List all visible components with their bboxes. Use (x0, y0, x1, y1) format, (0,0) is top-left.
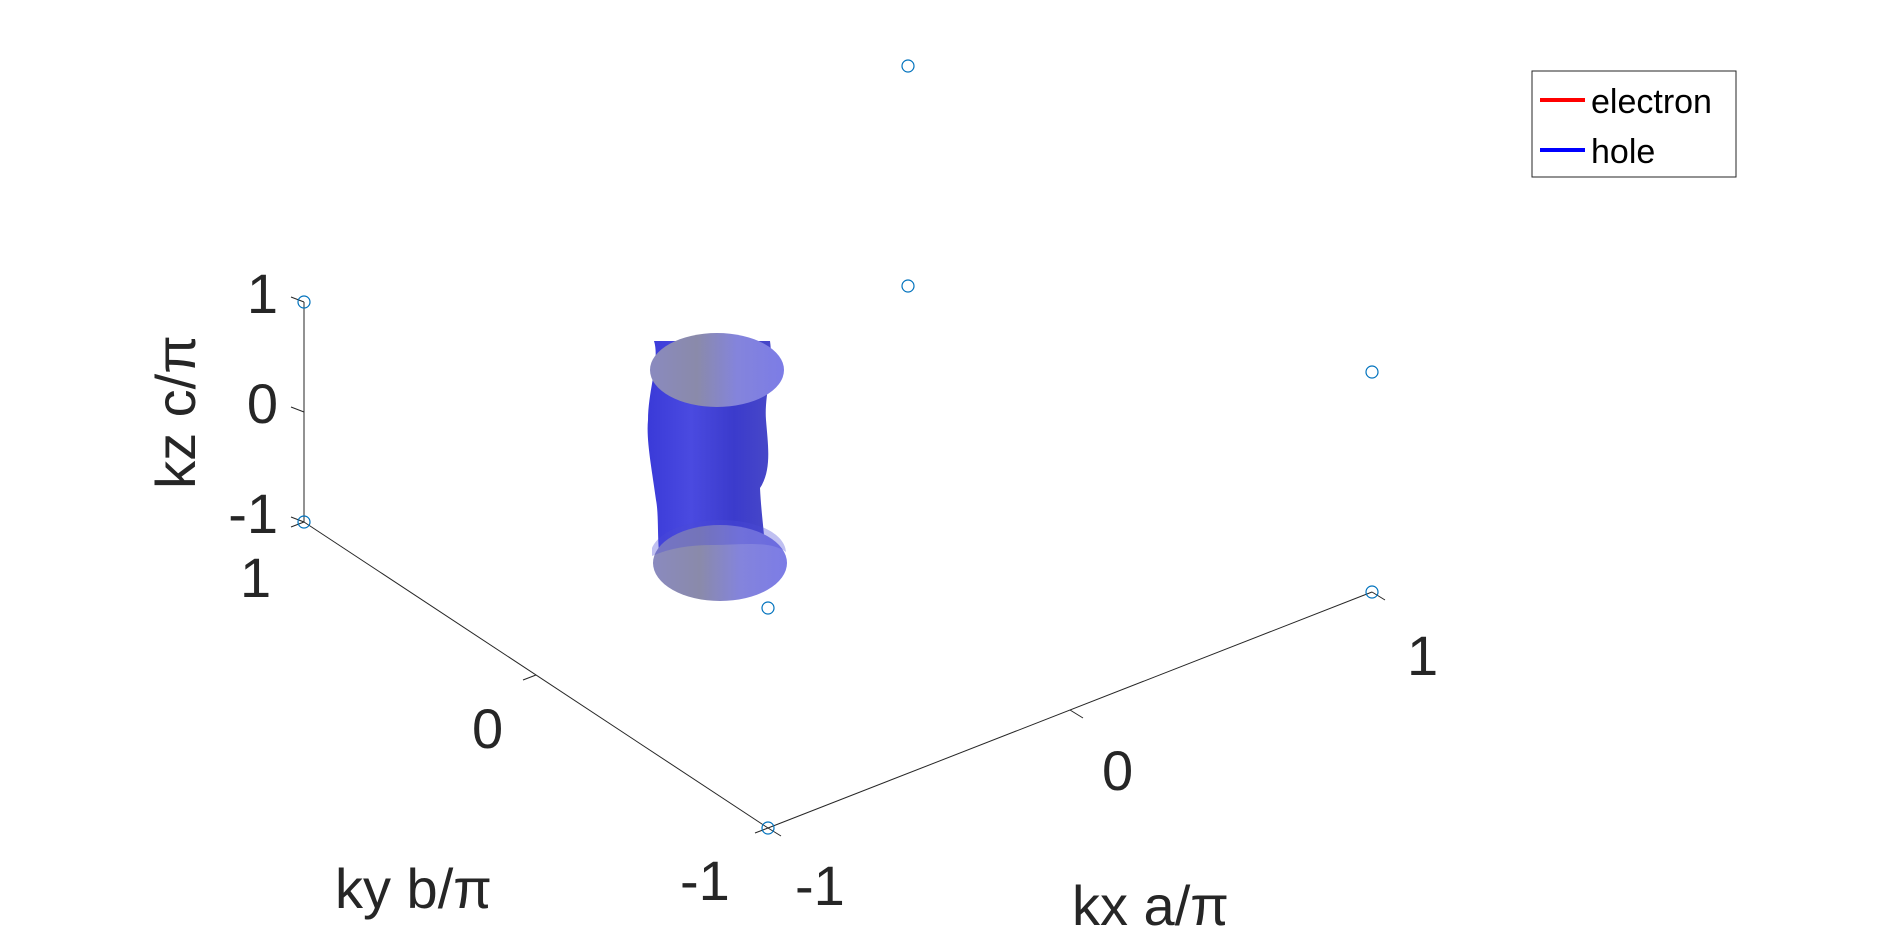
x-tick-label: -1 (795, 854, 845, 917)
y-tick-label: -1 (680, 849, 730, 912)
z-tick-labels: -1 0 1 (228, 262, 278, 545)
hole-surface-bottom-notch (652, 520, 786, 556)
corner-marker (761, 601, 775, 615)
y-tick-mark (522, 674, 537, 681)
z-tick-label: 0 (247, 372, 278, 435)
y-tick-mark (754, 827, 769, 834)
x-tick-label: 0 (1102, 739, 1133, 802)
corner-marker (297, 515, 311, 529)
corner-markers (297, 59, 1379, 835)
hole-surface-bottom-cap (653, 525, 787, 601)
z-axis-label: kz c/π (144, 335, 207, 489)
y-tick-labels: -1 0 1 (240, 546, 730, 912)
x-tick-mark (1069, 709, 1084, 719)
z-tick-label: 1 (247, 262, 278, 325)
axis-lines (303, 302, 1373, 829)
corner-marker (1365, 365, 1379, 379)
corner-marker (761, 821, 775, 835)
corner-marker (1365, 585, 1379, 599)
x-tick-label: 1 (1407, 624, 1438, 687)
x-tick-labels: -1 0 1 (795, 624, 1438, 917)
y-tick-label: 1 (240, 546, 271, 609)
legend-label-hole: hole (1591, 133, 1655, 171)
z-tick-label: -1 (228, 482, 278, 545)
y-tick-mark (290, 521, 305, 528)
x-axis-label: kx a/π (1072, 874, 1229, 932)
x-tick-mark (767, 827, 782, 837)
z-tick-mark (290, 296, 305, 303)
hole-surface (647, 333, 787, 601)
z-tick-mark (290, 406, 305, 413)
corner-marker (901, 59, 915, 73)
y-tick-label: 0 (472, 697, 503, 760)
legend: electron hole (1531, 70, 1737, 178)
tick-marks (290, 296, 1386, 837)
hole-surface-top-cap (650, 333, 784, 407)
x-tick-mark (1371, 591, 1386, 601)
legend-box (1531, 70, 1737, 178)
y-axis-label: ky b/π (335, 857, 492, 920)
corner-marker (901, 279, 915, 293)
corner-marker (297, 295, 311, 309)
legend-label-electron: electron (1591, 83, 1712, 121)
z-tick-mark (290, 516, 305, 523)
